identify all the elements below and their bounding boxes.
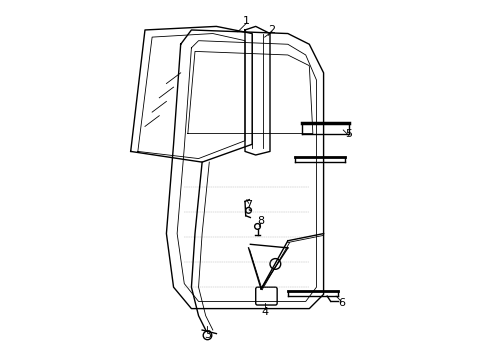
Text: 1: 1 (244, 16, 250, 26)
FancyBboxPatch shape (256, 287, 277, 305)
Text: 5: 5 (345, 129, 352, 139)
Text: 8: 8 (258, 216, 265, 226)
Text: 2: 2 (268, 25, 275, 35)
Text: 7: 7 (245, 200, 252, 210)
Text: 6: 6 (338, 298, 345, 308)
Text: 3: 3 (204, 330, 211, 341)
Text: 4: 4 (261, 307, 268, 317)
